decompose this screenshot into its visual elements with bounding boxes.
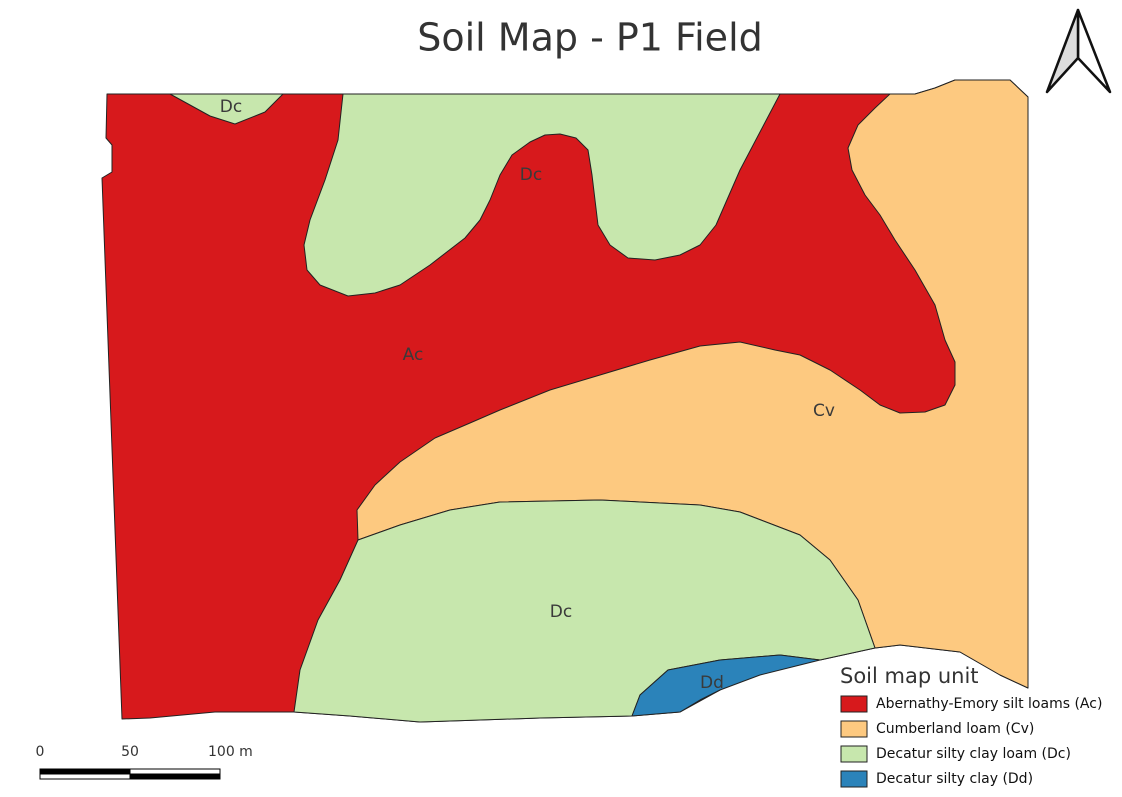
legend-swatch xyxy=(840,745,868,763)
soil-unit-dd xyxy=(631,654,821,717)
map-title: Soil Map - P1 Field xyxy=(417,16,763,60)
legend: Abernathy-Emory silt loams (Ac) Cumberlan… xyxy=(840,695,1102,788)
soil-unit-dc xyxy=(293,499,876,723)
north-arrow xyxy=(1045,8,1112,94)
scale-label: 0 xyxy=(36,744,45,760)
legend-swatch xyxy=(840,695,868,713)
legend-label: Decatur silty clay loam (Dc) xyxy=(876,746,1071,762)
legend-label: Abernathy-Emory silt loams (Ac) xyxy=(876,696,1102,712)
legend-swatch xyxy=(840,770,868,788)
legend-label: Decatur silty clay (Dd) xyxy=(876,771,1033,787)
map-label: Dc xyxy=(550,602,572,622)
map-label: Dd xyxy=(700,673,724,693)
soil-unit-dc xyxy=(169,93,284,125)
scale-bar xyxy=(39,768,221,780)
legend-swatch xyxy=(840,720,868,738)
map-label: Cv xyxy=(813,401,835,421)
legend-title: Soil map unit xyxy=(840,664,979,688)
scale-label: 100 m xyxy=(208,744,253,760)
map-label: Dc xyxy=(520,165,542,185)
legend-label: Cumberland loam (Cv) xyxy=(876,721,1034,737)
map-label: Ac xyxy=(403,345,424,365)
soil-unit-dc xyxy=(303,93,781,297)
map-label: Dc xyxy=(220,97,242,117)
soil-unit-cv xyxy=(356,79,1029,689)
scale-label: 50 xyxy=(121,744,139,760)
